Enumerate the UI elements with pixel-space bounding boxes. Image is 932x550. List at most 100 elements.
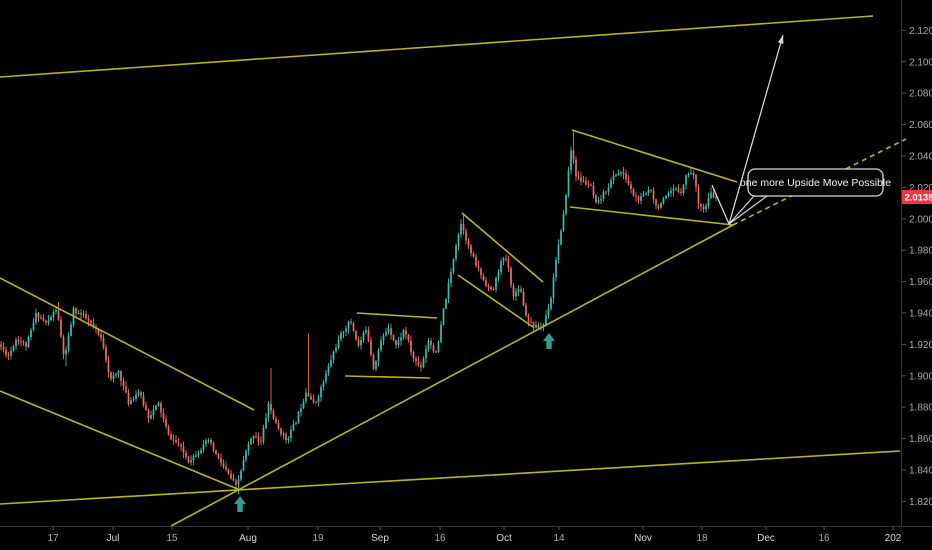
marker-layer[interactable]: [234, 333, 555, 512]
candle-body: [290, 429, 292, 439]
candle-body: [312, 399, 315, 402]
candle-body: [280, 428, 282, 435]
trendline-upper-channel-line[interactable]: [0, 15, 874, 78]
candle-body: [217, 454, 220, 458]
trendline-layer[interactable]: [0, 15, 907, 527]
price-axis[interactable]: 2.12000 2.10000 2.08000 2.06000 2.04000 2.020…: [902, 26, 932, 508]
price-axis-label: 1.92000: [909, 340, 932, 351]
candle-body: [182, 446, 185, 453]
time-axis-label: Aug: [239, 533, 257, 544]
candle-body: [377, 350, 380, 361]
trendline-oct-wedge-lower[interactable]: [457, 274, 534, 328]
candle-body: [615, 175, 617, 177]
callout-bubble[interactable]: [747, 168, 884, 197]
candle-body: [390, 328, 392, 335]
candle-body: [227, 469, 230, 474]
candle-body: [407, 334, 410, 341]
candle-body: [475, 256, 477, 266]
candle-body: [92, 323, 95, 327]
time-axis-label: 15: [166, 533, 178, 544]
candle-body: [310, 396, 312, 400]
last-price-tag-bg: [902, 190, 932, 204]
candle-body: [277, 422, 280, 429]
candle-body: [662, 198, 665, 204]
candle-body: [380, 340, 382, 351]
candle-body: [547, 308, 550, 316]
candle-layer[interactable]: [0, 130, 717, 495]
candle-body: [552, 277, 555, 298]
trendline-descending-channel-lower[interactable]: [0, 390, 241, 491]
candle-body: [285, 434, 287, 441]
trendline-lower-channel-support[interactable]: [0, 450, 901, 505]
time-axis-label: 16: [818, 533, 830, 544]
trendline-descending-channel-upper[interactable]: [0, 277, 255, 411]
candle-body: [245, 450, 247, 460]
candle-body: [185, 452, 187, 458]
candle-body: [232, 478, 235, 481]
candle-body: [560, 230, 562, 245]
candle-body: [537, 325, 540, 328]
price-axis-label: 1.84000: [909, 466, 932, 477]
candle-body: [652, 190, 655, 200]
time-axis-label: Sep: [371, 533, 389, 544]
candle-body: [135, 394, 137, 399]
candle-body: [325, 373, 327, 382]
candle-body: [295, 422, 297, 424]
candle-body: [192, 455, 195, 461]
time-axis-label: 16: [434, 533, 446, 544]
candle-body: [442, 308, 445, 325]
candle-body: [265, 417, 267, 429]
candle-body: [687, 173, 690, 176]
candle-body: [17, 339, 20, 342]
candle-body: [5, 349, 7, 355]
trendline-ascending-trendline[interactable]: [170, 224, 734, 527]
candle-body: [520, 289, 522, 292]
up-arrow-marker-icon[interactable]: [543, 333, 555, 349]
candle-body: [70, 324, 72, 336]
candle-body: [707, 198, 710, 206]
candle-body: [0, 344, 2, 348]
trendline-sep-range-top[interactable]: [356, 312, 438, 319]
candle-body: [242, 459, 245, 471]
trendline-nov-wedge-upper[interactable]: [571, 129, 738, 183]
candle-body: [587, 184, 590, 186]
candle-body: [640, 196, 642, 201]
candle-body: [337, 339, 340, 348]
candle-body: [62, 336, 65, 355]
trendline-nov-wedge-lower[interactable]: [569, 206, 735, 226]
time-axis-label: Oct: [496, 533, 512, 544]
candle-body: [657, 205, 660, 208]
up-arrow-marker-icon[interactable]: [234, 496, 246, 512]
candle-body: [370, 340, 372, 355]
candle-body: [592, 185, 595, 196]
candle-body: [225, 466, 227, 470]
trendline-sep-range-bottom[interactable]: [344, 375, 431, 379]
candle-body: [360, 340, 362, 346]
candle-body: [25, 342, 27, 347]
candle-body: [642, 194, 645, 197]
candle-body: [115, 373, 117, 376]
candle-body: [207, 440, 210, 441]
candle-body: [82, 314, 85, 315]
time-axis-label: Nov: [634, 533, 652, 544]
candle-body: [112, 375, 115, 379]
candle-body: [397, 340, 400, 345]
candle-body: [505, 258, 507, 260]
time-axis[interactable]: 17 Jul 15 Aug 19 Sep 16 Oct 14 Nov 18 Dec 16 202: [47, 527, 902, 544]
candle-body: [677, 188, 680, 192]
candle-body: [330, 359, 332, 366]
annotation-layer[interactable]: one more Upside Move Possible: [711, 34, 891, 226]
candle-body: [572, 150, 575, 160]
trendline-oct-wedge-upper[interactable]: [461, 212, 544, 283]
candle-body: [425, 349, 427, 359]
candle-body: [262, 428, 265, 442]
candle-body: [410, 340, 412, 353]
candle-body: [532, 322, 535, 328]
price-axis-label: 2.08000: [909, 89, 932, 100]
time-axis-label: 19: [312, 533, 324, 544]
candle-body: [660, 203, 662, 208]
candle-body: [195, 455, 197, 457]
candle-body: [260, 441, 262, 443]
